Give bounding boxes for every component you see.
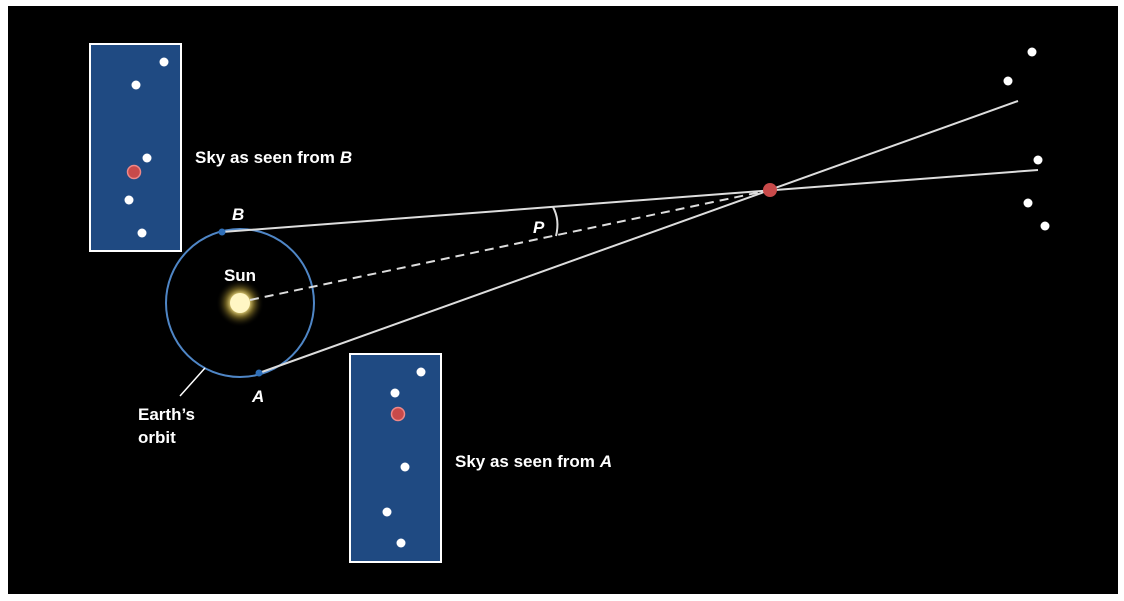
caption-b: Sky as seen from B (195, 148, 352, 167)
label-a: A (251, 387, 264, 406)
label-sun: Sun (224, 266, 256, 285)
point-b (218, 228, 226, 236)
star (1003, 76, 1013, 86)
nearby-star-a (390, 406, 406, 422)
star (400, 462, 410, 472)
caption-text: Sky as seen from (455, 452, 595, 471)
label-orbit: Earth’s (138, 405, 195, 424)
label-orbit: orbit (138, 428, 176, 447)
sun-line (249, 189, 771, 301)
nearby-star-b (126, 164, 142, 180)
point-a (255, 369, 263, 377)
star (159, 57, 169, 67)
star (137, 228, 147, 238)
sky-panel-b (89, 43, 182, 252)
star (1033, 155, 1043, 165)
earth-orbit (165, 228, 315, 378)
star (131, 80, 141, 90)
sun-core (230, 293, 250, 313)
panel-stars (124, 47, 1050, 548)
label-p: P (533, 218, 545, 237)
nearby-star (763, 183, 777, 197)
caption-point: B (340, 148, 352, 167)
sky-panel-a (349, 353, 442, 563)
star (124, 195, 134, 205)
label-b: B (232, 205, 244, 224)
caption-a: Sky as seen from A (455, 452, 612, 471)
caption-point: A (599, 452, 612, 471)
parallax-arc (552, 206, 559, 237)
star (416, 367, 426, 377)
caption-text: Sky as seen from (195, 148, 335, 167)
star (1027, 47, 1037, 57)
sight-line-b (221, 169, 1039, 233)
star (382, 507, 392, 517)
star (390, 388, 400, 398)
star (396, 538, 406, 548)
background (8, 6, 1118, 594)
star (142, 153, 152, 163)
orbit-pointer (179, 367, 206, 397)
star (1023, 198, 1033, 208)
star (1040, 221, 1050, 231)
sight-line-a (258, 100, 1019, 374)
